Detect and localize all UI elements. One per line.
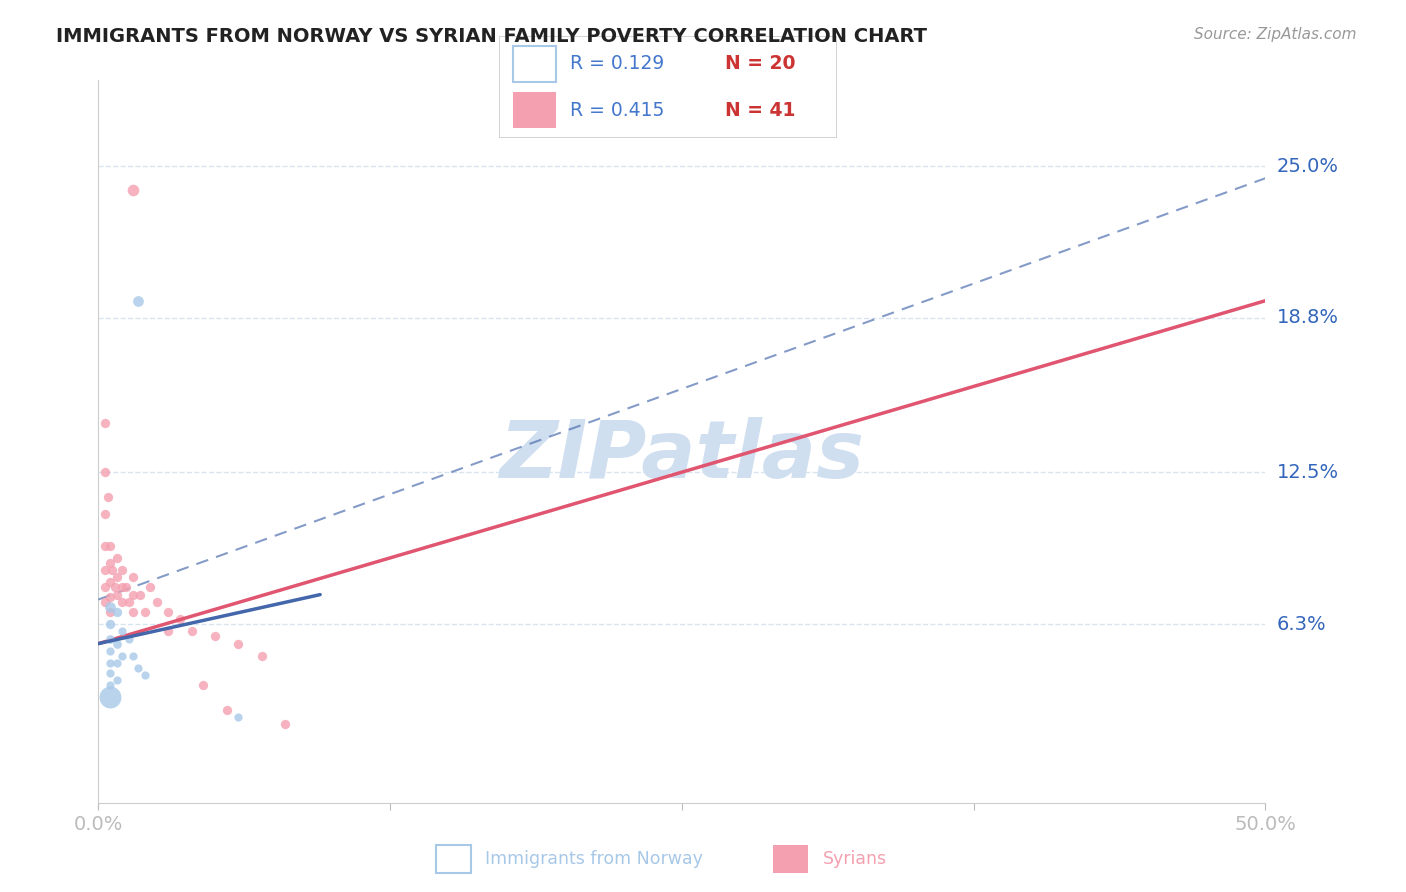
Point	[98, 556, 121, 570]
Text: IMMIGRANTS FROM NORWAY VS SYRIAN FAMILY POVERTY CORRELATION CHART: IMMIGRANTS FROM NORWAY VS SYRIAN FAMILY …	[56, 27, 927, 45]
Point	[122, 184, 145, 198]
Point	[105, 656, 128, 670]
Text: R = 0.129: R = 0.129	[569, 54, 664, 73]
Point	[180, 624, 202, 639]
Text: Source: ZipAtlas.com: Source: ZipAtlas.com	[1194, 27, 1357, 42]
Point	[122, 605, 145, 619]
Point	[115, 580, 138, 594]
Point	[98, 678, 121, 692]
Point	[134, 668, 156, 682]
Point	[105, 673, 128, 688]
Point	[98, 539, 121, 553]
Point	[122, 570, 145, 584]
Point	[215, 703, 238, 717]
Point	[139, 580, 162, 594]
Point	[98, 632, 121, 646]
Point	[98, 644, 121, 658]
Point	[228, 710, 250, 724]
Text: N = 20: N = 20	[725, 54, 796, 73]
Point	[98, 590, 121, 604]
Point	[98, 599, 121, 614]
Point	[94, 580, 117, 594]
FancyBboxPatch shape	[499, 36, 837, 138]
Point	[105, 570, 128, 584]
FancyBboxPatch shape	[436, 845, 471, 872]
Point	[98, 617, 121, 632]
Point	[111, 563, 134, 577]
Point	[169, 612, 191, 626]
Point	[129, 588, 152, 602]
Text: 18.8%: 18.8%	[1277, 309, 1339, 327]
Point	[118, 632, 141, 646]
Point	[105, 550, 128, 565]
Point	[98, 605, 121, 619]
Text: 25.0%: 25.0%	[1277, 156, 1339, 176]
Point	[193, 678, 215, 692]
Point	[98, 665, 121, 680]
Point	[111, 624, 134, 639]
Point	[127, 661, 149, 675]
Point	[98, 575, 121, 590]
Point	[111, 648, 134, 663]
FancyBboxPatch shape	[513, 92, 557, 128]
Point	[98, 690, 121, 705]
Point	[94, 539, 117, 553]
Text: R = 0.415: R = 0.415	[569, 101, 665, 120]
Point	[94, 507, 117, 521]
Point	[94, 465, 117, 479]
Text: Syrians: Syrians	[823, 849, 887, 868]
FancyBboxPatch shape	[773, 845, 808, 872]
Point	[228, 637, 250, 651]
Text: Immigrants from Norway: Immigrants from Norway	[485, 849, 703, 868]
Point	[122, 648, 145, 663]
Point	[127, 293, 149, 308]
Point	[118, 595, 141, 609]
Text: N = 41: N = 41	[725, 101, 796, 120]
Text: ZIPatlas: ZIPatlas	[499, 417, 865, 495]
Point	[250, 648, 273, 663]
Point	[104, 580, 127, 594]
Point	[97, 490, 120, 504]
Point	[111, 595, 134, 609]
Point	[94, 595, 117, 609]
Point	[101, 563, 124, 577]
Text: 12.5%: 12.5%	[1277, 463, 1339, 482]
Point	[204, 629, 226, 643]
Point	[105, 588, 128, 602]
Point	[94, 416, 117, 430]
Point	[111, 580, 134, 594]
Point	[134, 605, 156, 619]
Point	[94, 563, 117, 577]
Point	[157, 624, 180, 639]
Point	[105, 605, 128, 619]
Point	[122, 588, 145, 602]
Point	[105, 637, 128, 651]
Point	[157, 605, 180, 619]
Text: 6.3%: 6.3%	[1277, 615, 1326, 633]
Point	[146, 595, 169, 609]
FancyBboxPatch shape	[513, 46, 557, 82]
Point	[274, 717, 297, 731]
Point	[98, 656, 121, 670]
